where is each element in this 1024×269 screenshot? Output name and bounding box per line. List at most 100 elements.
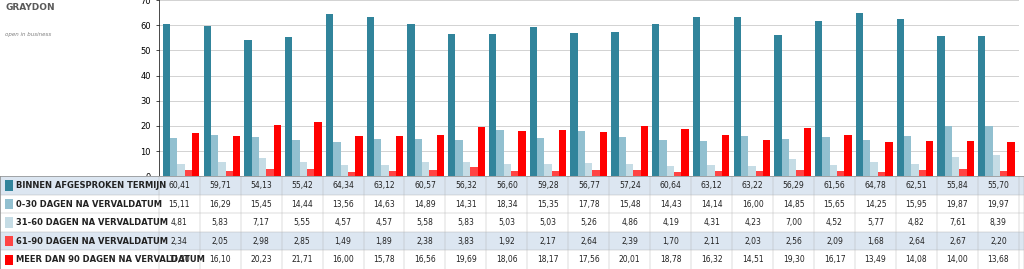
Text: 4,52: 4,52 (826, 218, 843, 227)
Text: 16,10: 16,10 (209, 255, 231, 264)
Text: 1,68: 1,68 (867, 237, 884, 246)
Bar (804, 128, 811, 176)
Text: GRAYDON: GRAYDON (5, 3, 54, 12)
Text: 19,30: 19,30 (782, 255, 805, 264)
Bar (740, 136, 749, 176)
Bar (184, 170, 193, 176)
Bar (537, 137, 545, 176)
Text: 17,30: 17,30 (168, 255, 190, 264)
Bar (529, 27, 537, 176)
Text: 2,64: 2,64 (581, 237, 597, 246)
Text: 17,78: 17,78 (578, 200, 600, 208)
Text: 59,71: 59,71 (209, 181, 231, 190)
Text: 60,57: 60,57 (414, 181, 436, 190)
Bar (266, 169, 273, 176)
Text: 20,23: 20,23 (250, 255, 272, 264)
Text: 2,11: 2,11 (703, 237, 720, 246)
Bar (381, 165, 389, 176)
Bar (952, 157, 959, 176)
Bar (252, 137, 259, 176)
Bar (926, 141, 933, 176)
Text: 56,32: 56,32 (455, 181, 477, 190)
Text: 15,65: 15,65 (823, 200, 846, 208)
Text: 14,08: 14,08 (905, 255, 928, 264)
Bar (570, 33, 578, 176)
Bar (314, 122, 322, 176)
Bar (326, 14, 333, 176)
Bar (578, 132, 585, 176)
Bar (497, 130, 504, 176)
Text: 3,83: 3,83 (458, 237, 474, 246)
Bar (5, 199, 13, 209)
Bar (333, 142, 341, 176)
Text: 20,01: 20,01 (618, 255, 641, 264)
Text: 2,03: 2,03 (744, 237, 761, 246)
Text: 7,17: 7,17 (253, 218, 269, 227)
Bar (5, 218, 13, 228)
Text: 5,03: 5,03 (499, 218, 515, 227)
Bar (797, 170, 804, 176)
Bar (300, 162, 307, 176)
Bar (1008, 142, 1015, 176)
Text: 63,12: 63,12 (373, 181, 395, 190)
Bar (348, 172, 355, 176)
Bar (856, 13, 863, 176)
Bar (470, 167, 477, 176)
Bar (878, 172, 885, 176)
Text: 56,60: 56,60 (496, 181, 518, 190)
Bar (693, 17, 700, 176)
Text: 63,22: 63,22 (741, 181, 764, 190)
Bar (552, 171, 559, 176)
Text: 16,00: 16,00 (332, 255, 354, 264)
Bar (788, 159, 797, 176)
Text: 16,17: 16,17 (823, 255, 846, 264)
Text: 18,78: 18,78 (660, 255, 681, 264)
Text: 18,06: 18,06 (496, 255, 518, 264)
Text: 14,00: 14,00 (946, 255, 969, 264)
Text: 18,34: 18,34 (496, 200, 518, 208)
Text: 57,24: 57,24 (618, 181, 641, 190)
Bar (449, 34, 456, 176)
Text: 14,25: 14,25 (864, 200, 887, 208)
Text: 2,85: 2,85 (294, 237, 310, 246)
Bar (911, 164, 919, 176)
Bar (937, 36, 945, 176)
Bar (700, 141, 708, 176)
Text: 64,78: 64,78 (864, 181, 887, 190)
Bar (285, 37, 293, 176)
Bar (477, 127, 484, 176)
Text: 55,42: 55,42 (291, 181, 313, 190)
Bar (815, 21, 822, 176)
Bar (422, 162, 429, 176)
Bar (456, 140, 463, 176)
Text: 1,70: 1,70 (663, 237, 679, 246)
Bar (870, 162, 878, 176)
Text: 21,71: 21,71 (292, 255, 312, 264)
Text: 4,57: 4,57 (335, 218, 351, 227)
Text: 61,56: 61,56 (823, 181, 846, 190)
Text: 2,56: 2,56 (785, 237, 802, 246)
Bar (504, 164, 511, 176)
Bar (463, 161, 470, 176)
Text: 2,39: 2,39 (622, 237, 638, 246)
Text: 31-60 DAGEN NA VERVALDATUM: 31-60 DAGEN NA VERVALDATUM (16, 218, 168, 227)
Bar (163, 24, 170, 176)
Text: 7,61: 7,61 (949, 218, 966, 227)
Text: 63,12: 63,12 (700, 181, 723, 190)
Bar (959, 169, 967, 176)
Bar (193, 133, 200, 176)
Bar (1000, 171, 1008, 176)
Text: 1,89: 1,89 (376, 237, 392, 246)
Text: 15,78: 15,78 (373, 255, 395, 264)
Text: 64,34: 64,34 (332, 181, 354, 190)
Bar (822, 137, 829, 176)
Text: 2,67: 2,67 (949, 237, 966, 246)
Bar (733, 17, 740, 176)
Text: 14,63: 14,63 (373, 200, 395, 208)
Text: 61-90 DAGEN NA VERVALDATUM: 61-90 DAGEN NA VERVALDATUM (16, 237, 168, 246)
Text: 19,97: 19,97 (987, 200, 1010, 208)
Text: 55,70: 55,70 (987, 181, 1010, 190)
Bar (985, 126, 993, 176)
Text: 2,17: 2,17 (540, 237, 556, 246)
Text: 4,23: 4,23 (744, 218, 761, 227)
